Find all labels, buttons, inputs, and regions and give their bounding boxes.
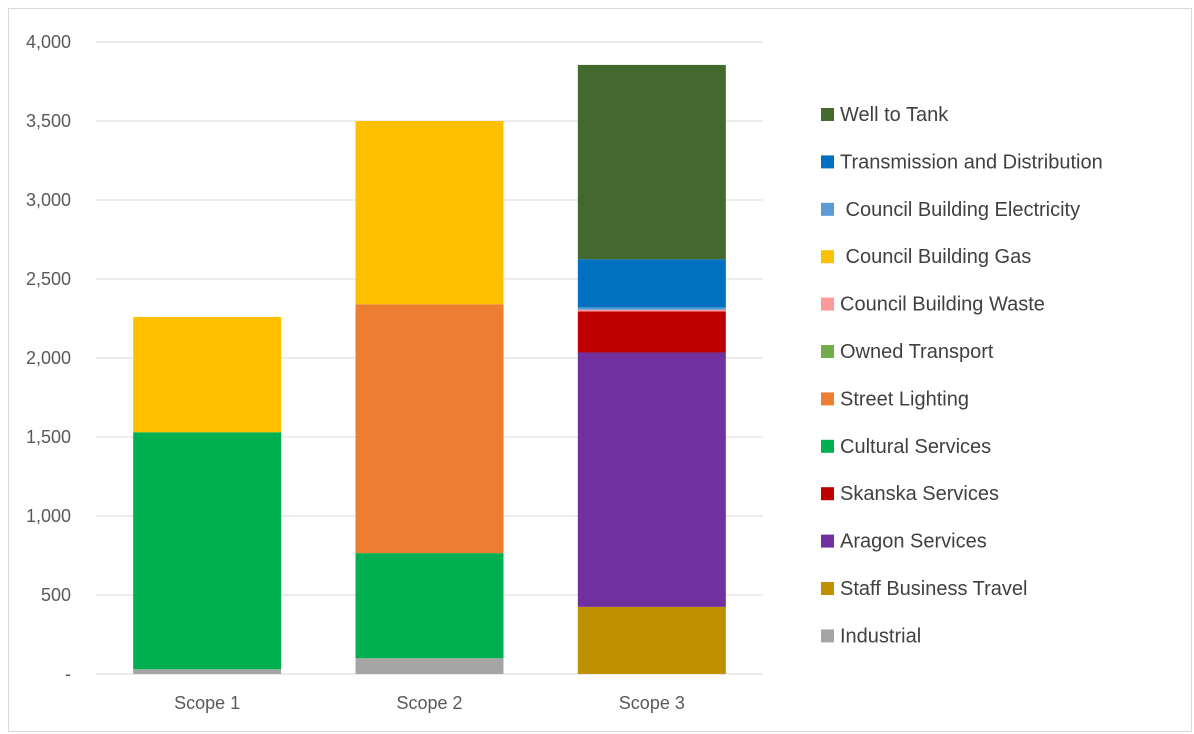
- y-tick-label: 2,000: [26, 348, 71, 368]
- bar-segment: [577, 606, 726, 674]
- stacked-bar-chart: -5001,0001,5002,0002,5003,0003,5004,000 …: [26, 32, 1103, 713]
- legend-swatch: [821, 629, 834, 643]
- y-tick-label: 4,000: [26, 32, 71, 52]
- legend-swatch: [821, 487, 834, 501]
- legend-swatch: [821, 108, 834, 121]
- legend-label: Skanska Services: [840, 483, 999, 505]
- legend-label: Staff Business Travel: [840, 578, 1028, 600]
- y-tick-label: 3,000: [26, 190, 71, 210]
- legend-swatch: [821, 439, 834, 453]
- legend-swatch: [821, 345, 834, 358]
- legend-label: Aragon Services: [840, 531, 987, 553]
- y-tick-label: 2,500: [26, 269, 71, 289]
- bar-segment: [355, 304, 504, 554]
- x-tick-label: Scope 3: [619, 693, 685, 713]
- y-tick-label: -: [65, 664, 71, 684]
- legend-swatch: [821, 582, 834, 595]
- legend-label: Council Building Electricity: [840, 199, 1080, 221]
- legend-label: Street Lighting: [840, 388, 969, 410]
- bar-segment: [133, 316, 282, 433]
- legend-swatch: [821, 202, 834, 216]
- y-tick-label: 500: [41, 585, 71, 605]
- legend-label: Council Building Gas: [840, 246, 1031, 268]
- legend-label: Well to Tank: [840, 104, 949, 126]
- bar-segment: [577, 352, 726, 607]
- chart-frame: -500 1,000 1,500 2,000 2,500 3,000 3,500 4,000 …: [8, 8, 1192, 732]
- legend-swatch: [821, 534, 834, 548]
- legend-swatch: [821, 392, 834, 406]
- legend-label: Transmission and Distribution: [840, 151, 1103, 173]
- x-axis-tick-labels: Scope 1 Scope 2 Scope 3: [174, 693, 685, 713]
- bars: [133, 64, 726, 674]
- legend-swatch: [821, 155, 834, 169]
- y-tick-label: 1,500: [26, 427, 71, 447]
- legend-label: Cultural Services: [840, 436, 991, 458]
- y-tick-label: 3,500: [26, 111, 71, 131]
- y-axis-tick-labels: - 500 1,000 1,500 2,000 2,500 3,000 3,500 4,000: [26, 32, 71, 684]
- legend-label: Industrial: [840, 625, 921, 647]
- bar-segment: [355, 121, 504, 305]
- x-tick-label: Scope 2: [396, 693, 462, 713]
- legend: Well to Tank Transmission and Distributio…: [821, 104, 1103, 647]
- x-tick-label: Scope 1: [174, 693, 240, 713]
- bar-segment: [355, 553, 504, 659]
- legend-swatch: [821, 297, 834, 311]
- bar-segment: [133, 432, 282, 670]
- bar-segment: [577, 307, 726, 310]
- y-tick-label: 1,000: [26, 506, 71, 526]
- legend-label: Council Building Waste: [840, 294, 1045, 316]
- legend-swatch: [821, 250, 834, 264]
- bar-segment: [355, 658, 504, 674]
- bar-segment: [133, 669, 282, 674]
- bar-segment: [577, 259, 726, 308]
- legend-label: Owned Transport: [840, 341, 994, 363]
- bar-segment: [577, 64, 726, 260]
- bar-segment: [577, 311, 726, 353]
- bar-segment: [577, 309, 726, 312]
